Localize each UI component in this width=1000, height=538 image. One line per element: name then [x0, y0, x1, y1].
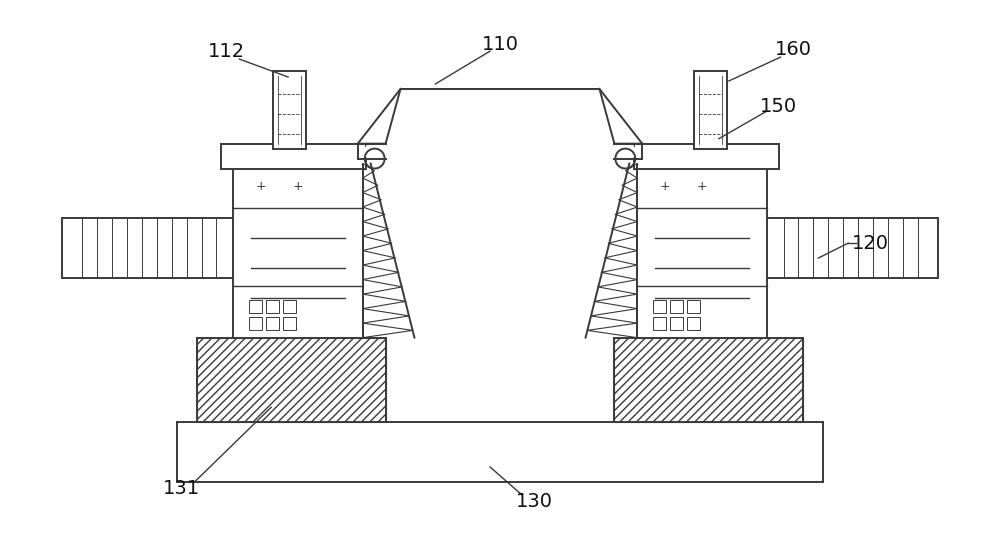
Bar	[634, 144, 779, 168]
Bar	[670, 300, 683, 313]
Bar	[197, 338, 386, 422]
Text: 112: 112	[208, 41, 245, 61]
Text: +: +	[293, 180, 303, 193]
Bar	[62, 218, 236, 278]
Bar	[283, 317, 296, 330]
Text: +: +	[697, 180, 707, 193]
Text: 130: 130	[516, 492, 553, 511]
Bar	[670, 317, 683, 330]
Bar	[614, 338, 803, 422]
Polygon shape	[401, 89, 599, 144]
Bar	[197, 338, 386, 422]
Bar	[687, 317, 700, 330]
Bar	[177, 422, 823, 482]
Polygon shape	[359, 90, 641, 158]
Bar	[221, 144, 366, 168]
Bar	[233, 164, 363, 338]
Bar	[614, 338, 803, 422]
Text: +: +	[660, 180, 670, 193]
Text: 150: 150	[760, 97, 797, 116]
Bar	[249, 317, 262, 330]
Text: +: +	[256, 180, 267, 193]
Bar	[764, 218, 938, 278]
Bar	[637, 164, 767, 338]
Bar	[273, 71, 306, 148]
Text: 160: 160	[775, 40, 812, 59]
Bar	[687, 300, 700, 313]
Bar	[266, 300, 279, 313]
Bar	[266, 317, 279, 330]
Bar	[653, 300, 666, 313]
Text: 120: 120	[852, 233, 889, 253]
Bar	[249, 300, 262, 313]
Text: 110: 110	[482, 34, 518, 54]
Bar	[283, 300, 296, 313]
Bar	[694, 71, 727, 148]
Text: 131: 131	[163, 479, 200, 498]
Bar	[653, 317, 666, 330]
